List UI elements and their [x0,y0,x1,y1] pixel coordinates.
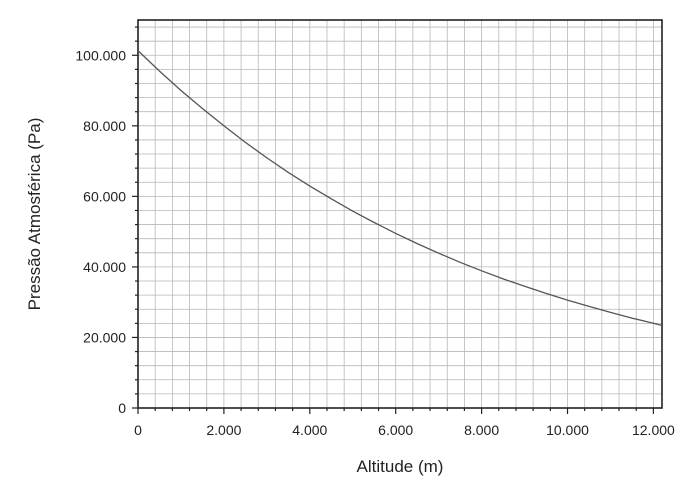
x-tick-label: 0 [134,422,142,438]
x-tick-label: 10.000 [546,422,589,438]
x-tick-label: 4.000 [292,422,327,438]
y-tick-label: 0 [118,400,126,416]
grid-lines [137,20,662,409]
y-tick-label: 80.000 [83,118,126,134]
y-tick-label: 100.000 [75,47,126,63]
y-tick-labels: 0 20.000 40.000 60.000 80.000 100.000 [75,47,126,416]
x-tick-labels: 0 2.000 4.000 6.000 8.000 10.000 12.000 [134,422,675,438]
x-tick-label: 8.000 [464,422,499,438]
y-axis-title: Pressão Atmosférica (Pa) [25,118,44,311]
y-tick-label: 60.000 [83,188,126,204]
x-tick-label: 2.000 [206,422,241,438]
series-line [137,50,663,327]
x-tick-label: 12.000 [632,422,675,438]
tick-marks [132,26,655,414]
y-tick-label: 20.000 [83,329,126,345]
x-tick-label: 6.000 [378,422,413,438]
plot-frame [137,19,663,409]
y-tick-label: 40.000 [83,259,126,275]
x-axis-title: Altitude (m) [357,457,444,476]
